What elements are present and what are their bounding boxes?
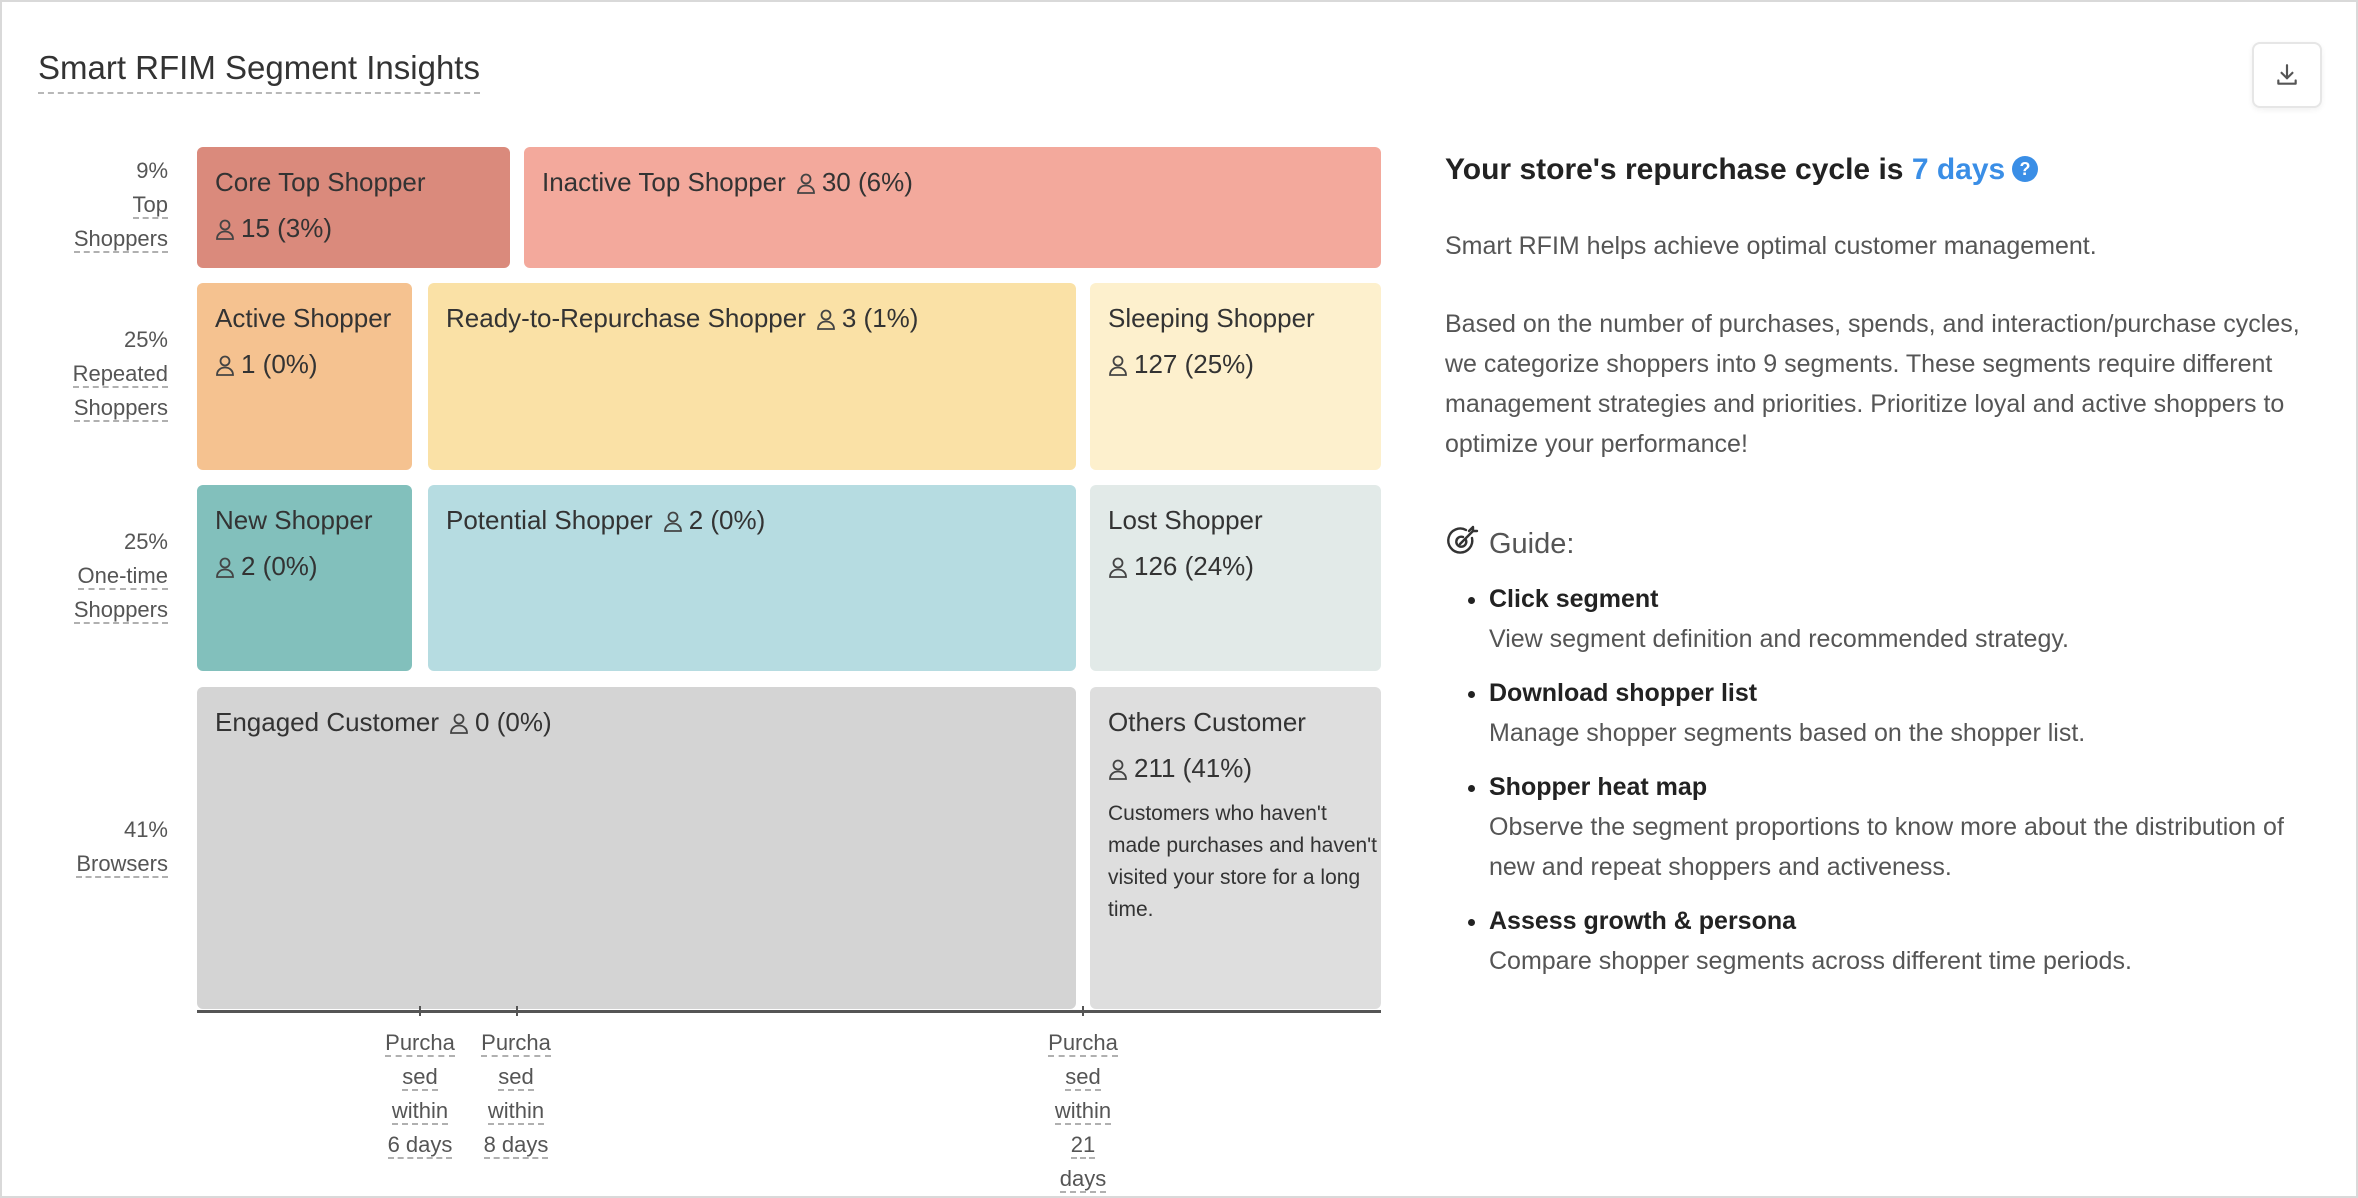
repurchase-cycle: Your store's repurchase cycle is 7 days? <box>1445 142 2325 202</box>
guide-item-text: Observe the segment proportions to know … <box>1489 813 2284 881</box>
guide-item-heading: Shopper heat map <box>1489 773 1708 801</box>
segment-name: New Shopper <box>215 505 373 535</box>
guide-list: Click segment View segment definition an… <box>1445 579 2325 981</box>
guide-item-text: Manage shopper segments based on the sho… <box>1489 719 2086 747</box>
user-icon <box>215 214 235 248</box>
guide-item-text: View segment definition and recommended … <box>1489 625 2069 653</box>
row-pct: 25% <box>123 529 168 554</box>
row-label-browsers: 41% Browsers <box>42 813 168 881</box>
repurchase-cycle-text: Your store's repurchase cycle is <box>1445 153 1904 186</box>
guide-item-heading: Assess growth & persona <box>1489 907 1797 935</box>
segment-count: 1 (0%) <box>215 347 394 384</box>
segment-potential-shopper[interactable]: Potential Shopper 2 (0%) <box>428 485 1076 671</box>
segment-count: 126 (24%) <box>1108 549 1363 586</box>
guide-item-heading: Click segment <box>1489 585 1659 613</box>
row-label-repeated-shoppers: 25% Repeated Shoppers <box>42 323 168 425</box>
segment-inactive-top-shopper[interactable]: Inactive Top Shopper 30 (6%) <box>524 147 1381 268</box>
segment-count: 127 (25%) <box>1108 347 1363 384</box>
user-icon <box>1108 552 1128 586</box>
segment-name-row: Ready-to-Repurchase Shopper 3 (1%) <box>446 301 1058 338</box>
segment-core-top-shopper[interactable]: Core Top Shopper 15 (3%) <box>197 147 510 268</box>
user-icon <box>816 304 836 338</box>
row-pct: 9% <box>136 158 168 183</box>
segment-count: 2 (0%) <box>663 505 765 535</box>
x-axis-tick <box>419 1006 421 1016</box>
segment-name: Sleeping Shopper <box>1108 303 1315 333</box>
segment-name: Others Customer <box>1108 707 1306 737</box>
x-axis-line <box>197 1010 1381 1013</box>
guide-item: Shopper heat map Observe the segment pro… <box>1489 767 2325 887</box>
x-axis-label-6-days: Purcha sed within 6 days <box>385 1030 455 1159</box>
segment-name: Lost Shopper <box>1108 505 1263 535</box>
row-name: Shoppers <box>73 597 168 624</box>
segment-active-shopper[interactable]: Active Shopper 1 (0%) <box>197 283 412 470</box>
guide-header: Guide: <box>1445 524 2325 565</box>
segment-count: 211 (41%) <box>1108 751 1363 788</box>
user-icon <box>215 350 235 384</box>
x-axis-tick <box>516 1006 518 1016</box>
row-pct: 25% <box>123 327 168 352</box>
row-name: Shoppers <box>73 226 168 253</box>
segment-count: 2 (0%) <box>215 549 394 586</box>
row-name: Shoppers <box>73 395 168 422</box>
row-pct: 41% <box>123 817 168 842</box>
segment-count: 3 (1%) <box>816 303 918 333</box>
help-icon[interactable]: ? <box>2011 146 2039 202</box>
user-icon <box>663 506 683 540</box>
guide-item-heading: Download shopper list <box>1489 679 1758 707</box>
insights-panel: Your store's repurchase cycle is 7 days?… <box>1445 142 2325 995</box>
segment-name: Core Top Shopper <box>215 167 426 197</box>
segment-name-row: Engaged Customer 0 (0%) <box>215 705 1058 742</box>
page-title: Smart RFIM Segment Insights <box>38 46 480 94</box>
user-icon <box>449 708 469 742</box>
segment-name: Active Shopper <box>215 303 392 333</box>
row-name: Repeated <box>72 361 168 388</box>
segment-sleeping-shopper[interactable]: Sleeping Shopper 127 (25%) <box>1090 283 1381 470</box>
segment-engaged-customer[interactable]: Engaged Customer 0 (0%) <box>197 687 1076 1009</box>
user-icon <box>796 168 816 202</box>
segment-ready-to-repurchase-shopper[interactable]: Ready-to-Repurchase Shopper 3 (1%) <box>428 283 1076 470</box>
guide-item: Download shopper list Manage shopper seg… <box>1489 673 2325 753</box>
target-icon <box>1445 524 1481 565</box>
repurchase-cycle-days: 7 days <box>1911 153 2006 186</box>
guide-item: Click segment View segment definition an… <box>1489 579 2325 659</box>
segment-count: 30 (6%) <box>796 167 913 197</box>
segment-name-row: Inactive Top Shopper 30 (6%) <box>542 165 1363 202</box>
download-button[interactable] <box>2252 42 2322 108</box>
row-name: Browsers <box>76 851 168 878</box>
row-name: Top <box>132 192 168 219</box>
x-axis-tick <box>1082 1006 1084 1016</box>
guide-title: Guide: <box>1489 528 1575 560</box>
row-name: One-time <box>77 563 168 590</box>
x-axis-label-21-days: Purcha sed within 21 days <box>1048 1030 1118 1193</box>
segment-count: 0 (0%) <box>449 707 552 737</box>
segment-count: 15 (3%) <box>215 211 492 248</box>
row-label-one-time-shoppers: 25% One-time Shoppers <box>42 525 168 627</box>
segment-name-row: Potential Shopper 2 (0%) <box>446 503 1058 540</box>
user-icon <box>1108 754 1128 788</box>
x-axis-label-8-days: Purcha sed within 8 days <box>481 1030 551 1159</box>
svg-text:?: ? <box>2020 159 2031 179</box>
user-icon <box>215 552 235 586</box>
detail-text: Based on the number of purchases, spends… <box>1445 310 2300 458</box>
guide-item-text: Compare shopper segments across differen… <box>1489 947 2132 975</box>
segment-description: Customers who haven't made purchases and… <box>1108 802 1378 921</box>
segment-others-customer[interactable]: Others Customer 211 (41%) Customers who … <box>1090 687 1381 1009</box>
guide-item: Assess growth & persona Compare shopper … <box>1489 901 2325 981</box>
download-icon <box>2277 64 2297 85</box>
intro-text: Smart RFIM helps achieve optimal custome… <box>1445 232 2097 260</box>
segment-new-shopper[interactable]: New Shopper 2 (0%) <box>197 485 412 671</box>
row-label-top-shoppers: 9% Top Shoppers <box>42 154 168 256</box>
user-icon <box>1108 350 1128 384</box>
segment-lost-shopper[interactable]: Lost Shopper 126 (24%) <box>1090 485 1381 671</box>
